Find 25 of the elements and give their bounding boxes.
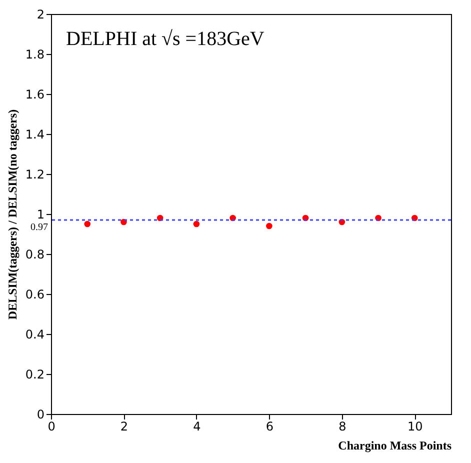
x-tick-label: 8 [338, 420, 346, 434]
ref-line-label: 0.97 [30, 222, 48, 233]
y-tick-label: 0.6 [25, 288, 44, 302]
point [156, 214, 164, 222]
x-tick-label: 2 [120, 420, 128, 434]
point [84, 220, 91, 228]
x-axis-title: Chargino Mass Points [338, 438, 452, 452]
y-tick-label: 0.4 [25, 328, 44, 342]
y-axis-title: DELSIM(taggers) / DELSIM(no taggers) [5, 109, 20, 320]
y-tick-label: 1.6 [25, 88, 44, 102]
x-tick-label: 4 [193, 420, 201, 434]
y-tick-label: 2 [36, 8, 44, 22]
y-tick-label: 1.2 [25, 168, 44, 182]
y-tick-label: 0 [36, 408, 44, 422]
point [411, 214, 418, 222]
x-tick-label: 0 [48, 420, 56, 434]
point [193, 220, 200, 228]
x-tick-label: 10 [407, 420, 423, 434]
y-tick-label: 1.4 [25, 128, 44, 142]
y-tick-label: 1.8 [25, 48, 44, 62]
y-tick-label: 0.8 [25, 248, 44, 262]
annotation: DELPHI at √s =183GeV [66, 28, 265, 50]
x-tick-label: 6 [266, 420, 274, 434]
y-tick-label: 0.2 [25, 368, 44, 382]
y-tick-label: 1 [36, 208, 44, 222]
